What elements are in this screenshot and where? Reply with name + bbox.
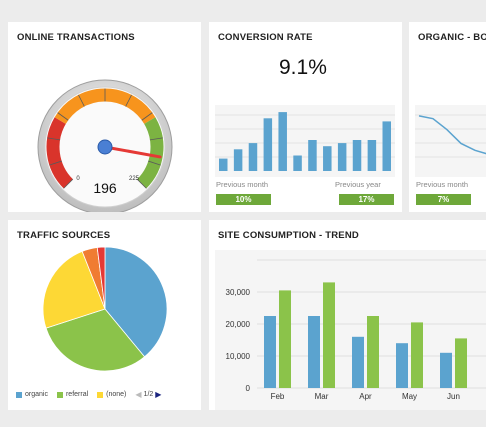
site-bar	[411, 322, 423, 388]
legend-referral-label: referral	[65, 391, 89, 398]
conversion-rate-card: CONVERSION RATE 9.1% Previous month Prev…	[209, 22, 402, 212]
site-bar	[264, 316, 276, 388]
pie-slice	[45, 308, 146, 372]
site-bar	[352, 336, 364, 388]
gauge-tick	[47, 137, 61, 141]
pie-slice	[104, 246, 168, 358]
organic-line	[418, 115, 486, 155]
site-bar	[455, 338, 467, 388]
traffic-sources-title: TRAFFIC SOURCES	[17, 230, 111, 241]
site-consumption-card: SITE CONSUMPTION - TREND 0 10,000 20,000 30…	[209, 220, 486, 410]
gauge-tick	[141, 112, 153, 121]
gauge-tick	[136, 178, 147, 189]
conversion-rate-value: 9.1%	[279, 56, 327, 79]
conversion-bar	[367, 140, 377, 171]
conversion-bar	[382, 121, 391, 171]
site-y-tick: 10,000	[226, 352, 251, 361]
site-y-tick: 30,000	[226, 288, 251, 297]
legend-prev-icon[interactable]: ◀	[135, 390, 142, 399]
legend-organic: organic	[16, 391, 48, 398]
online-transactions-title: ONLINE TRANSACTIONS	[17, 32, 135, 43]
gauge-tick	[49, 160, 62, 166]
site-y-tick: 20,000	[226, 320, 251, 329]
legend-swatch-referral	[56, 391, 63, 398]
conv-previous-month-badge: 10%	[216, 194, 271, 205]
traffic-sources-card: TRAFFIC SOURCES organic referral (none) …	[8, 220, 201, 410]
conversion-bar	[352, 140, 362, 171]
legend-pager: 1/2	[143, 391, 154, 398]
conversion-bar	[248, 143, 258, 171]
site-x-tick: Mar	[315, 392, 329, 401]
conv-previous-month-label: Previous month	[216, 180, 269, 189]
organic-line-chart	[415, 114, 486, 158]
legend-next-icon[interactable]: ▶	[155, 390, 162, 399]
conversion-rate-title: CONVERSION RATE	[218, 32, 313, 43]
site-bar	[323, 282, 335, 388]
site-bar	[440, 352, 452, 388]
conversion-bar	[337, 143, 347, 171]
site-bar	[308, 316, 320, 388]
transactions-gauge: 0 225 196	[37, 79, 173, 212]
site-consumption-bar-chart: 0 10,000 20,000 30,000 Feb Mar Apr May Jun	[226, 259, 486, 401]
gauge-tick	[57, 112, 69, 121]
site-x-tick: Feb	[271, 392, 285, 401]
legend-none-label: (none)	[106, 391, 127, 398]
pie-slice	[96, 246, 106, 310]
conversion-bar-chart	[215, 112, 395, 171]
site-x-tick: May	[402, 392, 417, 401]
legend-swatch-organic	[16, 391, 22, 398]
conversion-bar	[278, 112, 287, 171]
conv-previous-year-label: Previous year	[335, 180, 381, 189]
online-transactions-card: ONLINE TRANSACTIONS 0 225 196	[8, 22, 201, 212]
gauge-band-0	[46, 117, 74, 189]
site-bar	[396, 343, 408, 388]
legend-referral: referral	[56, 391, 89, 398]
site-consumption-title: SITE CONSUMPTION - TREND	[218, 230, 359, 241]
gauge-hub	[97, 139, 113, 155]
conversion-bar	[219, 158, 228, 171]
gauge-tick	[63, 178, 74, 189]
traffic-legend: organic referral (none) ◀ 1/2 ▶	[16, 390, 161, 399]
site-bar	[279, 290, 291, 388]
conv-previous-year-badge: 17%	[339, 194, 394, 205]
conversion-bar	[293, 155, 302, 171]
gauge-tick	[149, 137, 163, 141]
traffic-pie-chart	[42, 246, 168, 372]
conversion-bar	[263, 118, 273, 171]
gauge-tick	[148, 160, 161, 166]
gauge-tick	[78, 94, 85, 107]
gauge-min-label: 0	[76, 176, 80, 182]
conversion-bar	[308, 140, 317, 171]
legend-none: (none)	[97, 391, 126, 398]
legend-organic-label: organic	[25, 391, 48, 398]
site-bar	[367, 316, 379, 388]
organic-previous-month-label: Previous month	[416, 180, 469, 189]
gauge-needle	[103, 145, 162, 159]
gauge-band-2	[136, 117, 164, 189]
gauge-tick	[125, 94, 132, 107]
legend-swatch-none	[97, 391, 104, 398]
site-y-tick: 0	[246, 384, 251, 393]
gauge-max-label: 225	[129, 176, 140, 182]
site-x-tick: Apr	[359, 392, 372, 401]
organic-previous-month-badge: 7%	[416, 194, 471, 205]
conversion-chart-area	[215, 105, 395, 177]
organic-card: ORGANIC - BO Previous month 7%	[409, 22, 486, 212]
gauge-value: 196	[93, 180, 117, 196]
conversion-bar	[233, 149, 243, 171]
organic-title: ORGANIC - BO	[418, 32, 486, 43]
conversion-bar	[323, 146, 332, 171]
site-x-tick: Jun	[447, 392, 460, 401]
